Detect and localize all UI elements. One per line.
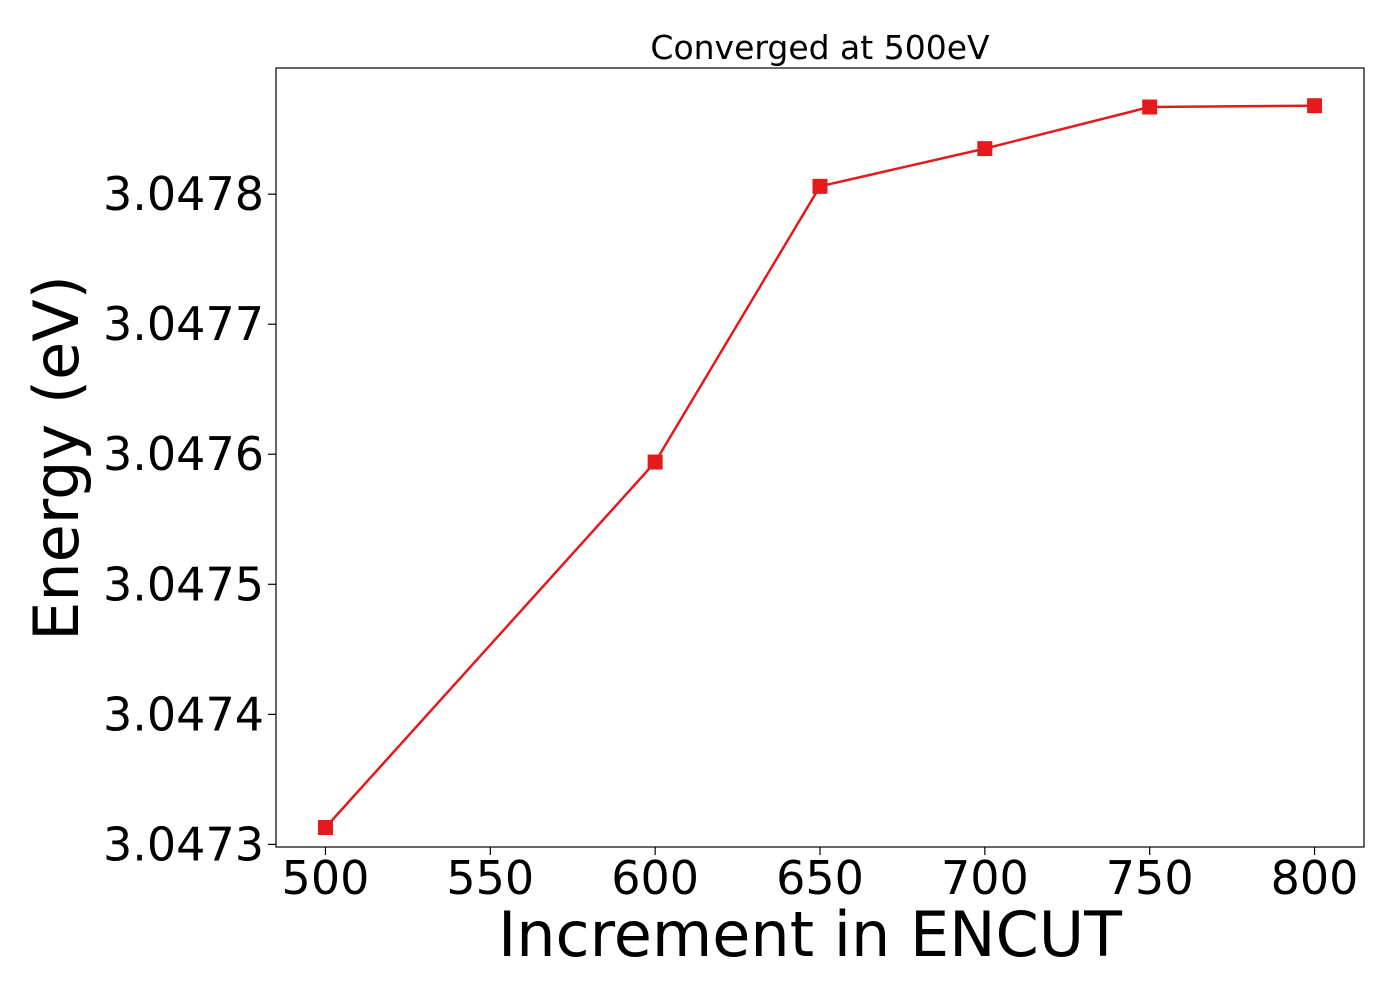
- data-point-marker: [317, 819, 333, 835]
- data-point-marker: [977, 141, 993, 157]
- x-tick-label: 800: [1271, 851, 1359, 905]
- x-tick-label: 550: [446, 851, 534, 905]
- y-tick-label: 3.0474: [103, 687, 264, 741]
- data-point-marker: [812, 178, 828, 194]
- x-tick-label: 500: [282, 851, 370, 905]
- plot-area: 500 550 600 650 700 750 800 3.0473 3.0474 3.0475 3…: [103, 67, 1365, 905]
- y-tick-label: 3.0477: [103, 297, 264, 351]
- data-point-marker: [647, 454, 663, 470]
- data-point-marker: [1307, 98, 1323, 114]
- data-point-marker: [1142, 99, 1158, 115]
- y-tick-label: 3.0475: [103, 557, 264, 611]
- x-tick-label: 600: [611, 851, 699, 905]
- chart-title: Converged at 500eV: [650, 28, 990, 67]
- y-axis-label: Energy (eV): [20, 275, 93, 641]
- x-tick-label: 700: [941, 851, 1029, 905]
- x-axis-label: Increment in ENCUT: [498, 898, 1123, 971]
- x-tick-label: 750: [1106, 851, 1194, 905]
- y-tick-label: 3.0473: [103, 817, 264, 871]
- y-tick-label: 3.0476: [103, 427, 264, 481]
- x-tick-label: 650: [776, 851, 864, 905]
- series-line: [324, 104, 1315, 829]
- y-tick-label: 3.0478: [103, 167, 264, 221]
